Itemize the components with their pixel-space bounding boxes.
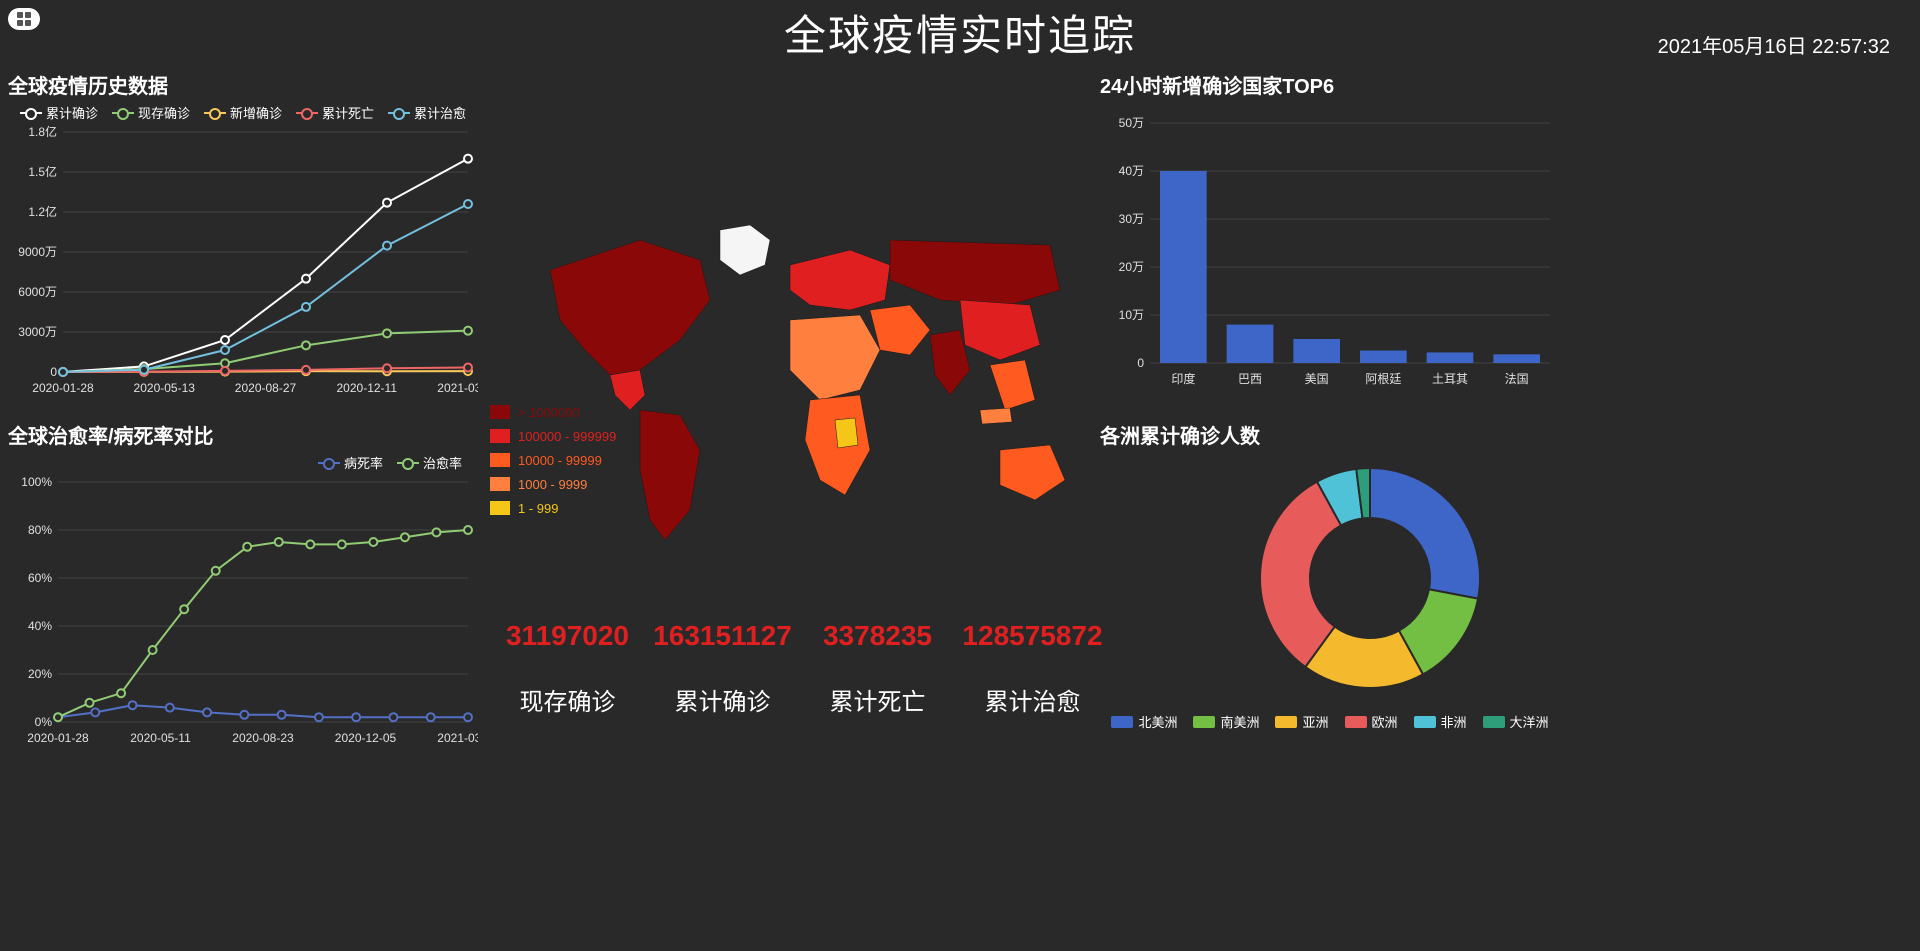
- rate-panel: 全球治愈率/病死率对比 病死率治愈率 0% 20% 40% 60% 80% 100% 202…: [8, 420, 478, 750]
- pie-title: 各洲累计确诊人数: [1100, 420, 1560, 449]
- legend-item[interactable]: 现存确诊: [112, 103, 190, 122]
- svg-text:2020-12-05: 2020-12-05: [335, 731, 397, 745]
- legend-item[interactable]: 病死率: [318, 453, 383, 472]
- pie-legend-item[interactable]: 南美洲: [1193, 712, 1259, 731]
- pie-chart[interactable]: [1100, 453, 1560, 703]
- svg-text:30万: 30万: [1119, 212, 1144, 226]
- map-legend-item[interactable]: 1 - 999: [490, 496, 616, 520]
- page-title: 全球疫情实时追踪: [784, 2, 1136, 63]
- svg-text:20%: 20%: [28, 667, 52, 681]
- svg-text:40万: 40万: [1119, 164, 1144, 178]
- svg-text:40%: 40%: [28, 619, 52, 633]
- datetime-label: 2021年05月16日 22:57:32: [1658, 30, 1890, 59]
- svg-text:0%: 0%: [35, 715, 53, 729]
- svg-text:2020-12-11: 2020-12-11: [337, 381, 398, 395]
- legend-item[interactable]: 累计治愈: [388, 103, 466, 122]
- map-legend-item[interactable]: 1000 - 9999: [490, 472, 616, 496]
- svg-text:法国: 法国: [1505, 372, 1529, 386]
- history-legend: 累计确诊现存确诊新增确诊累计死亡累计治愈: [8, 103, 478, 122]
- pie-legend-item[interactable]: 亚洲: [1275, 712, 1328, 731]
- map-legend-item[interactable]: 10000 - 99999: [490, 448, 616, 472]
- svg-text:10万: 10万: [1119, 308, 1144, 322]
- stats-panel: 31197020 现存确诊163151127 累计确诊3378235 累计死亡1285…: [490, 620, 1140, 740]
- svg-text:2020-05-13: 2020-05-13: [134, 381, 196, 395]
- svg-text:0: 0: [50, 365, 57, 379]
- history-panel: 全球疫情历史数据 累计确诊现存确诊新增确诊累计死亡累计治愈 0 3000万 6000…: [8, 70, 478, 400]
- svg-text:2020-08-23: 2020-08-23: [232, 731, 294, 745]
- svg-text:2021-03-19: 2021-03-19: [437, 731, 478, 745]
- menu-button[interactable]: [8, 8, 40, 30]
- svg-text:1.5亿: 1.5亿: [28, 164, 57, 179]
- rate-title: 全球治愈率/病死率对比: [8, 420, 478, 449]
- top6-chart[interactable]: 0 10万 20万 30万 40万 50万印度 巴西 美国 阿根廷 土耳其 法国: [1100, 103, 1560, 393]
- pie-panel: 各洲累计确诊人数 北美洲南美洲亚洲欧洲非洲大洋洲: [1100, 420, 1560, 760]
- pie-legend: 北美洲南美洲亚洲欧洲非洲大洋洲: [1100, 709, 1560, 734]
- history-title: 全球疫情历史数据: [8, 70, 478, 99]
- svg-text:2021-03-27: 2021-03-27: [437, 381, 478, 395]
- svg-text:3000万: 3000万: [18, 325, 57, 339]
- pie-legend-item[interactable]: 大洋洲: [1483, 712, 1549, 731]
- stat-value: 3378235: [800, 620, 955, 652]
- stat-label: 累计死亡: [800, 682, 955, 717]
- history-chart[interactable]: 0 3000万 6000万 9000万 1.2亿 1.5亿 1.8亿 2020-01-28 20…: [8, 122, 478, 402]
- legend-item[interactable]: 治愈率: [397, 453, 462, 472]
- stat-label: 现存确诊: [490, 682, 645, 717]
- svg-text:2020-05-11: 2020-05-11: [130, 731, 191, 745]
- map-legend: > 1000000100000 - 99999910000 - 99999100…: [490, 400, 616, 520]
- stat-box: 31197020 现存确诊: [490, 620, 645, 717]
- stat-value: 163151127: [645, 620, 800, 652]
- svg-text:1.2亿: 1.2亿: [28, 204, 57, 219]
- legend-item[interactable]: 累计死亡: [296, 103, 374, 122]
- pie-legend-item[interactable]: 欧洲: [1345, 712, 1398, 731]
- svg-text:土耳其: 土耳其: [1432, 372, 1468, 386]
- svg-text:80%: 80%: [28, 523, 52, 537]
- svg-text:0: 0: [1137, 356, 1144, 370]
- map-legend-item[interactable]: 100000 - 999999: [490, 424, 616, 448]
- svg-text:20万: 20万: [1119, 260, 1144, 274]
- svg-text:2020-01-28: 2020-01-28: [27, 731, 89, 745]
- rate-legend: 病死率治愈率: [8, 453, 478, 472]
- top6-title: 24小时新增确诊国家TOP6: [1100, 70, 1560, 99]
- rate-chart[interactable]: 0% 20% 40% 60% 80% 100% 2020-01-28 2020-05-11 20…: [8, 472, 478, 752]
- svg-text:巴西: 巴西: [1238, 372, 1262, 386]
- svg-text:美国: 美国: [1305, 372, 1329, 386]
- svg-text:1.8亿: 1.8亿: [28, 124, 57, 139]
- legend-item[interactable]: 新增确诊: [204, 103, 282, 122]
- legend-item[interactable]: 累计确诊: [20, 103, 98, 122]
- svg-text:2020-08-27: 2020-08-27: [235, 381, 297, 395]
- stat-box: 128575872 累计治愈: [955, 620, 1110, 717]
- map-panel: > 1000000100000 - 99999910000 - 99999100…: [490, 70, 1080, 550]
- stat-value: 128575872: [955, 620, 1110, 652]
- header: 全球疫情实时追踪 2021年05月16日 22:57:32: [0, 0, 1920, 60]
- svg-text:50万: 50万: [1119, 116, 1144, 130]
- svg-text:100%: 100%: [21, 475, 52, 489]
- svg-text:印度: 印度: [1171, 371, 1195, 386]
- svg-text:阿根廷: 阿根廷: [1365, 372, 1401, 386]
- pie-legend-item[interactable]: 非洲: [1414, 712, 1467, 731]
- svg-text:6000万: 6000万: [18, 285, 57, 299]
- stat-label: 累计确诊: [645, 682, 800, 717]
- map-legend-item[interactable]: > 1000000: [490, 400, 616, 424]
- stat-box: 163151127 累计确诊: [645, 620, 800, 717]
- stat-label: 累计治愈: [955, 682, 1110, 717]
- pie-legend-item[interactable]: 北美洲: [1111, 712, 1177, 731]
- top6-panel: 24小时新增确诊国家TOP6 0 10万 20万 30万 40万 50万印度 巴西 美国 阿根廷…: [1100, 70, 1560, 400]
- stat-value: 31197020: [490, 620, 645, 652]
- svg-text:9000万: 9000万: [18, 245, 57, 259]
- stat-box: 3378235 累计死亡: [800, 620, 955, 717]
- svg-text:2020-01-28: 2020-01-28: [32, 381, 94, 395]
- svg-text:60%: 60%: [28, 571, 52, 585]
